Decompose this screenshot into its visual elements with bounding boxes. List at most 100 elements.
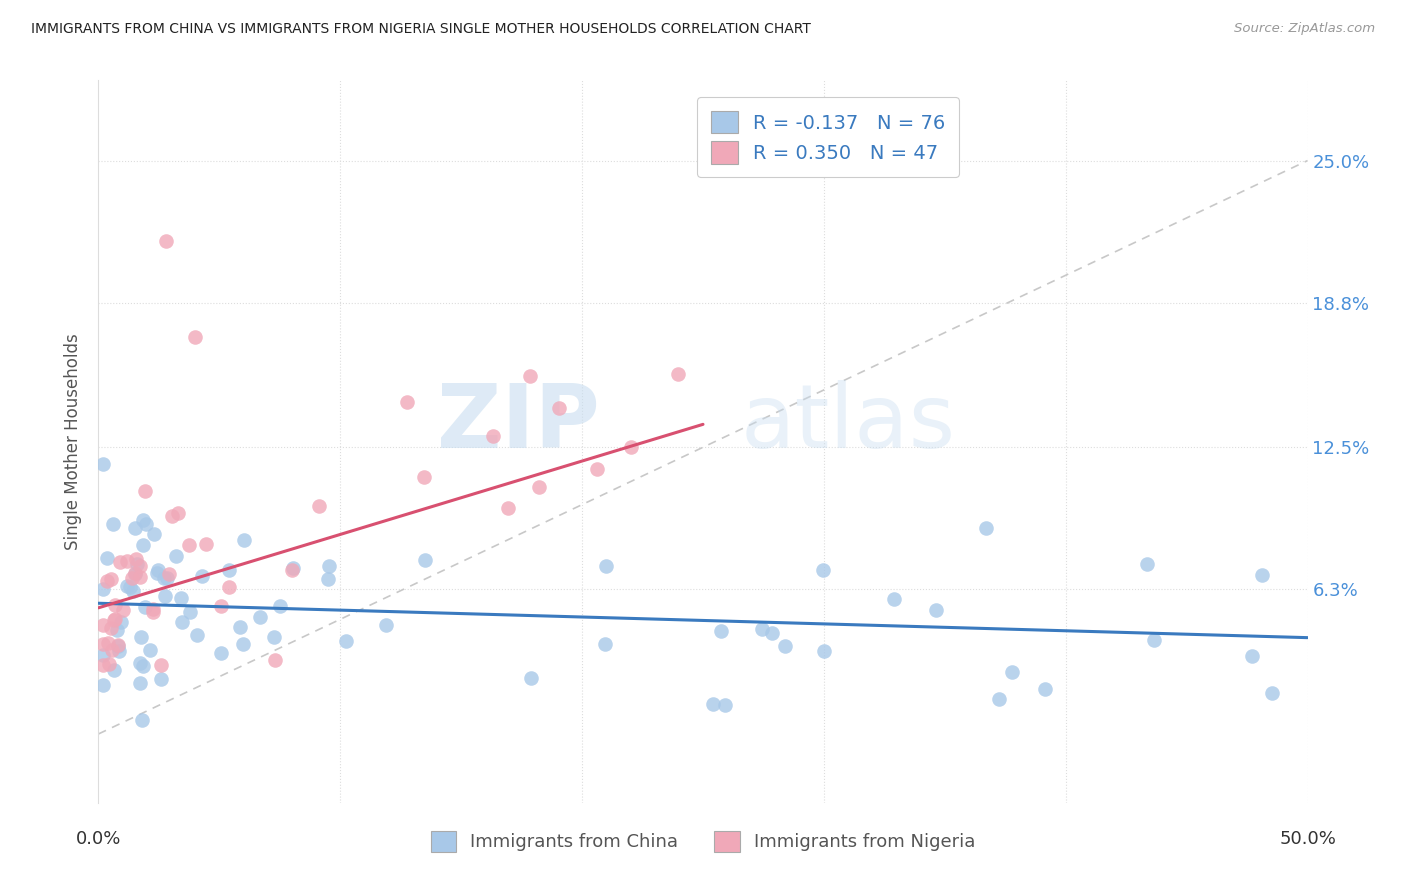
Point	[103, 613, 125, 627]
Point	[988, 691, 1011, 706]
Point	[104, 612, 127, 626]
Point	[128, 569, 150, 583]
Point	[811, 563, 834, 577]
Point	[481, 429, 503, 443]
Point	[142, 602, 165, 616]
Point	[96, 550, 118, 565]
Point	[166, 507, 188, 521]
Point	[128, 559, 150, 574]
Point	[110, 555, 132, 569]
Point	[702, 698, 724, 712]
Point	[169, 591, 191, 606]
Point	[111, 603, 134, 617]
Point	[335, 634, 357, 648]
Point	[101, 643, 124, 657]
Point	[751, 622, 773, 636]
Point	[125, 557, 148, 571]
Text: 50.0%: 50.0%	[1279, 830, 1336, 848]
Text: IMMIGRANTS FROM CHINA VS IMMIGRANTS FROM NIGERIA SINGLE MOTHER HOUSEHOLDS CORREL: IMMIGRANTS FROM CHINA VS IMMIGRANTS FROM…	[31, 22, 811, 37]
Point	[129, 656, 152, 670]
Point	[218, 580, 240, 594]
Point	[117, 579, 139, 593]
Point	[145, 566, 167, 581]
Point	[150, 658, 173, 673]
Point	[1142, 632, 1164, 647]
Point	[157, 566, 180, 581]
Point	[108, 644, 131, 658]
Point	[150, 672, 173, 686]
Point	[142, 605, 165, 619]
Point	[97, 636, 120, 650]
Point	[519, 369, 541, 384]
Point	[775, 639, 797, 653]
Point	[179, 606, 201, 620]
Point	[100, 572, 122, 586]
Point	[91, 618, 114, 632]
Point	[124, 566, 146, 580]
Point	[91, 457, 114, 471]
Point	[209, 599, 232, 614]
Text: 0.0%: 0.0%	[76, 830, 121, 848]
Point	[177, 539, 200, 553]
Point	[585, 462, 607, 476]
Point	[883, 591, 905, 606]
Point	[186, 628, 208, 642]
Point	[925, 603, 948, 617]
Point	[229, 620, 252, 634]
Point	[155, 234, 177, 248]
Point	[132, 658, 155, 673]
Point	[974, 521, 997, 535]
Point	[263, 630, 285, 644]
Point	[155, 589, 177, 603]
Point	[595, 559, 617, 574]
Point	[496, 501, 519, 516]
Point	[529, 480, 551, 494]
Point	[209, 646, 232, 660]
Point	[316, 572, 339, 586]
Point	[710, 624, 733, 638]
Point	[184, 330, 207, 344]
Point	[124, 552, 146, 566]
Point	[218, 563, 240, 577]
Point	[1240, 649, 1263, 664]
Point	[135, 517, 157, 532]
Point	[91, 678, 114, 692]
Point	[283, 561, 305, 575]
Point	[134, 599, 156, 614]
Point	[1135, 557, 1157, 571]
Point	[1001, 665, 1024, 680]
Point	[91, 582, 114, 596]
Point	[595, 637, 617, 651]
Point	[134, 483, 156, 498]
Point	[1035, 682, 1057, 697]
Point	[620, 440, 643, 454]
Point	[519, 671, 541, 685]
Point	[165, 549, 187, 564]
Point	[249, 610, 271, 624]
Point	[413, 470, 436, 484]
Point	[101, 517, 124, 532]
Point	[152, 571, 174, 585]
Point	[396, 394, 419, 409]
Point	[105, 623, 128, 637]
Point	[132, 538, 155, 552]
Point	[91, 637, 114, 651]
Point	[118, 580, 141, 594]
Point	[91, 658, 114, 673]
Point	[761, 626, 783, 640]
Text: ZIP: ZIP	[437, 380, 600, 467]
Point	[1261, 686, 1284, 700]
Point	[100, 621, 122, 635]
Point	[98, 657, 121, 671]
Point	[132, 513, 155, 527]
Text: atlas: atlas	[741, 380, 956, 467]
Point	[264, 652, 287, 666]
Point	[121, 571, 143, 585]
Point	[195, 536, 218, 550]
Point	[232, 637, 254, 651]
Point	[129, 676, 152, 690]
Y-axis label: Single Mother Households: Single Mother Households	[65, 334, 83, 549]
Point	[139, 643, 162, 657]
Point	[103, 663, 125, 677]
Point	[124, 521, 146, 535]
